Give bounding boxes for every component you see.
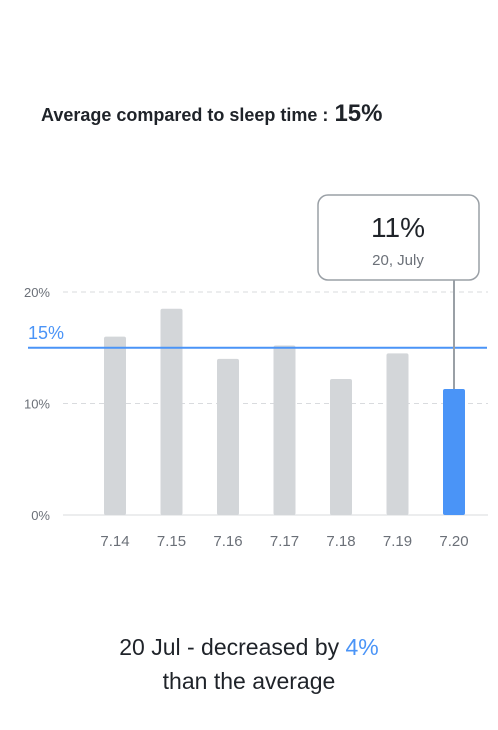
summary-line-1: 20 Jul - decreased by 4% <box>0 630 498 664</box>
header-value: 15% <box>334 100 382 128</box>
sleep-bar-chart: 0% 10% 20% 7.14 7.15 7.16 7.17 7.18 7.19 7.20 15% 1… <box>0 180 498 560</box>
x-tick-label: 7.17 <box>270 533 299 550</box>
header-label: Average compared to sleep time : <box>41 105 328 126</box>
bar-7.17 <box>274 346 296 515</box>
summary-prefix: 20 Jul - decreased by <box>119 634 345 660</box>
summary-line-2: than the average <box>0 664 498 698</box>
tooltip-date: 20, July <box>372 252 424 269</box>
bar-7.18 <box>330 379 352 515</box>
x-tick-label: 7.20 <box>439 533 468 550</box>
bar-7.14 <box>104 337 126 515</box>
x-tick-label: 7.18 <box>326 533 355 550</box>
x-tick-label: 7.15 <box>157 533 186 550</box>
average-label: 15% <box>28 323 64 343</box>
bar-7.19 <box>387 353 409 515</box>
x-tick-label: 7.14 <box>100 533 129 550</box>
chart-header: Average compared to sleep time : 15% <box>41 100 382 128</box>
bar-7.16 <box>217 359 239 515</box>
summary-value: 4% <box>346 634 379 660</box>
y-tick-label: 10% <box>24 397 50 412</box>
summary-text: 20 Jul - decreased by 4% than the averag… <box>0 630 498 698</box>
bar-7.20 <box>443 389 465 515</box>
y-tick-label: 0% <box>31 508 50 523</box>
x-tick-label: 7.19 <box>383 533 412 550</box>
tooltip-value: 11% <box>371 212 425 243</box>
y-tick-label: 20% <box>24 285 50 300</box>
x-tick-label: 7.16 <box>213 533 242 550</box>
bar-7.15 <box>161 309 183 515</box>
